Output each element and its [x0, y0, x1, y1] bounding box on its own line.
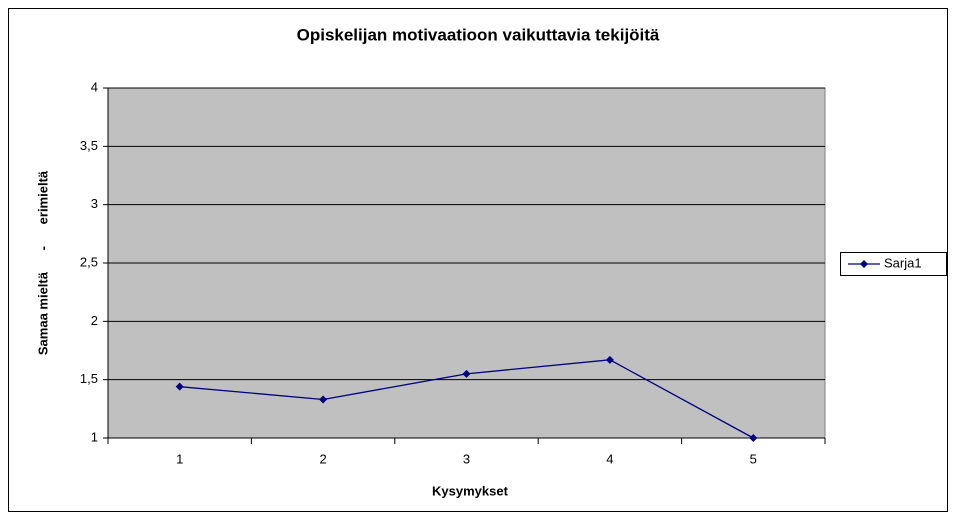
x-axis-label: Kysymykset	[432, 483, 509, 498]
legend-marker	[860, 260, 868, 268]
x-tick-label: 2	[319, 451, 326, 466]
y-tick-label: 3,5	[80, 138, 98, 153]
y-tick-label: 1	[91, 429, 98, 444]
marker	[319, 395, 328, 404]
marker	[462, 369, 471, 378]
y-tick-label: 2	[91, 313, 98, 328]
legend-label: Sarja1	[884, 255, 922, 270]
y-tick-label: 4	[91, 79, 98, 94]
x-tick-label: 5	[750, 451, 757, 466]
x-tick-label: 3	[463, 451, 470, 466]
y-tick-label: 3	[91, 196, 98, 211]
y-tick-label: 1,5	[80, 371, 98, 386]
legend	[840, 252, 947, 276]
x-tick-label: 4	[606, 451, 613, 466]
marker	[605, 355, 614, 364]
marker	[175, 382, 184, 391]
y-axis-label: Samaa mieltä - erimieltä	[35, 170, 50, 355]
marker	[749, 434, 758, 442]
y-tick-label: 2,5	[80, 254, 98, 269]
x-tick-label: 1	[176, 451, 183, 466]
chart-title: Opiskelijan motivaatioon vaikuttavia tek…	[297, 25, 660, 44]
